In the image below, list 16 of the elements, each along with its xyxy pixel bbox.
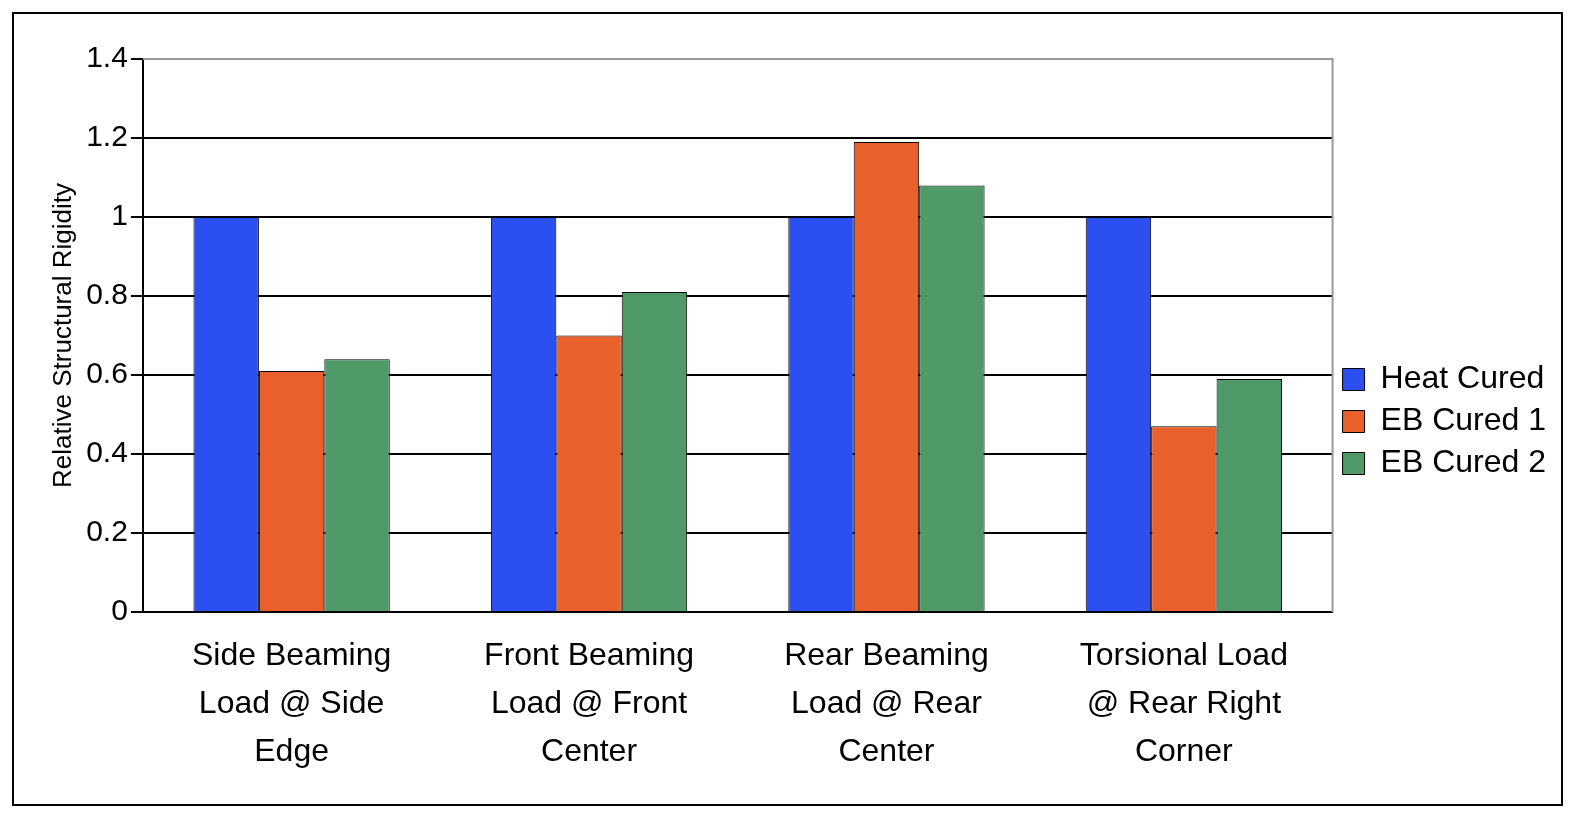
x-tick-label: Torsional Load @ Rear Right Corner [1079,635,1288,768]
y-tick-label: 0.6 [86,356,128,390]
x-tick-label: Side Beaming Load @ Side Edge [192,635,392,768]
y-tick-label: 1.2 [86,119,128,153]
y-tick-label: 0.2 [86,514,128,548]
legend-label: EB Cured 1 [1380,401,1546,438]
y-tick-label: 1.4 [86,40,128,74]
y-tick-label: 0.4 [86,435,128,469]
y-tick-label: 0 [111,593,128,627]
x-tick-label: Rear Beaming Load @ Rear Center [784,635,989,768]
y-tick-label: 0.8 [86,277,128,311]
legend-label: EB Cured 2 [1380,443,1546,480]
y-axis-title: Relative Structural Rigidity [46,183,77,488]
x-tick-label: Front Beaming Load @ Front Center [484,635,694,768]
y-tick-label: 1 [111,198,128,232]
legend-label: Heat Cured [1380,359,1545,396]
